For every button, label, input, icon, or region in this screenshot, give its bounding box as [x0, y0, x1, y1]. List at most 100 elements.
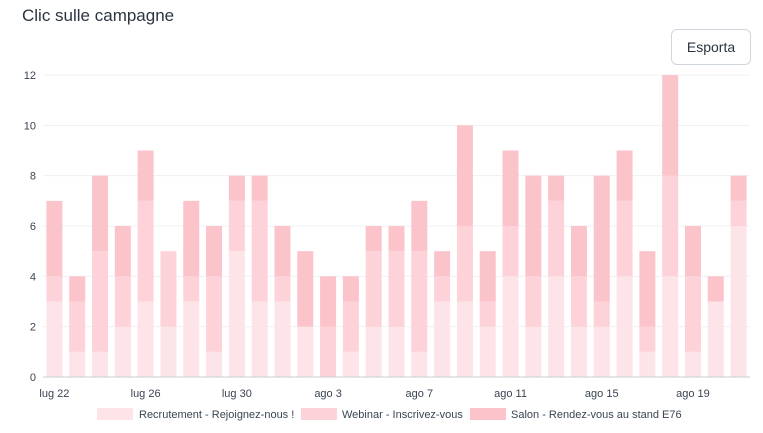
bar-segment-salon[interactable] [274, 226, 291, 277]
bar-segment-salon[interactable] [46, 200, 63, 277]
bar-segment-webinar[interactable] [616, 200, 633, 277]
bar-segment-webinar[interactable] [593, 301, 610, 327]
bar-segment-webinar[interactable] [46, 276, 63, 302]
bar-segment-recrutement[interactable] [342, 351, 359, 377]
bar-segment-webinar[interactable] [525, 276, 542, 327]
bar-segment-recrutement[interactable] [274, 301, 291, 378]
bar-segment-webinar[interactable] [684, 276, 701, 352]
bar-segment-salon[interactable] [479, 251, 496, 302]
y-tick-label: 6 [30, 221, 36, 233]
bar-segment-recrutement[interactable] [46, 301, 63, 378]
legend-label-webinar[interactable]: Webinar - Inscrivez-vous [342, 409, 463, 421]
bar-segment-salon[interactable] [434, 251, 451, 277]
bar-segment-salon[interactable] [456, 125, 473, 226]
bar-segment-webinar[interactable] [639, 326, 656, 352]
bar-segment-salon[interactable] [228, 175, 245, 201]
bar-segment-salon[interactable] [92, 175, 109, 252]
bar-segment-webinar[interactable] [114, 276, 131, 327]
bar-segment-recrutement[interactable] [525, 326, 542, 377]
bar-segment-recrutement[interactable] [662, 276, 679, 377]
bar-segment-recrutement[interactable] [206, 351, 223, 377]
bar-segment-salon[interactable] [662, 75, 679, 176]
bar-segment-salon[interactable] [707, 276, 724, 302]
y-tick-label: 2 [30, 322, 36, 334]
bar-segment-recrutement[interactable] [297, 326, 314, 377]
bar-segment-webinar[interactable] [92, 251, 109, 352]
bar-segment-recrutement[interactable] [684, 351, 701, 377]
bar-segment-recrutement[interactable] [92, 351, 109, 377]
bar-segment-recrutement[interactable] [548, 276, 565, 377]
bar-segment-salon[interactable] [388, 226, 405, 252]
bar-segment-salon[interactable] [206, 226, 223, 277]
export-button[interactable]: Esporta [671, 29, 751, 65]
bar-segment-salon[interactable] [69, 276, 86, 302]
bar-segment-webinar[interactable] [456, 226, 473, 302]
bar-segment-recrutement[interactable] [69, 351, 86, 377]
bar-segment-salon[interactable] [730, 175, 747, 201]
bar-segment-webinar[interactable] [251, 200, 268, 302]
bar-segment-recrutement[interactable] [137, 301, 154, 378]
bar-segment-webinar[interactable] [342, 301, 359, 352]
bar-segment-salon[interactable] [593, 175, 610, 302]
bar-segment-salon[interactable] [570, 226, 587, 277]
bar-segment-recrutement[interactable] [456, 301, 473, 378]
bar-segment-recrutement[interactable] [730, 226, 747, 377]
bar-segment-recrutement[interactable] [411, 351, 428, 377]
bar-segment-webinar[interactable] [502, 226, 519, 277]
bar-segment-salon[interactable] [684, 226, 701, 277]
bar-segment-webinar[interactable] [730, 200, 747, 226]
bar-segment-salon[interactable] [616, 150, 633, 201]
bars [46, 75, 747, 378]
bar-segment-salon[interactable] [525, 175, 542, 277]
bar-segment-webinar[interactable] [206, 276, 223, 352]
bar-segment-salon[interactable] [320, 276, 337, 327]
y-tick-label: 12 [24, 70, 36, 82]
bar-segment-salon[interactable] [502, 150, 519, 227]
bar-segment-salon[interactable] [639, 251, 656, 327]
bar-segment-recrutement[interactable] [707, 301, 724, 378]
bar-segment-recrutement[interactable] [365, 326, 382, 377]
bar-segment-webinar[interactable] [662, 175, 679, 277]
bar-segment-recrutement[interactable] [160, 326, 177, 377]
bar-segment-webinar[interactable] [160, 251, 177, 327]
bar-segment-webinar[interactable] [228, 200, 245, 252]
bar-segment-recrutement[interactable] [479, 326, 496, 377]
bar-segment-webinar[interactable] [570, 276, 587, 327]
bar-segment-recrutement[interactable] [502, 276, 519, 377]
bar-segment-recrutement[interactable] [251, 301, 268, 378]
bar-segment-webinar[interactable] [183, 276, 200, 302]
bar-segment-salon[interactable] [342, 276, 359, 302]
bar-segment-webinar[interactable] [434, 276, 451, 302]
bar-segment-webinar[interactable] [388, 251, 405, 327]
bar-segment-webinar[interactable] [411, 251, 428, 352]
bar-segment-recrutement[interactable] [434, 301, 451, 378]
bar-segment-recrutement[interactable] [228, 251, 245, 377]
bar-segment-webinar[interactable] [137, 200, 154, 302]
bar-segment-salon[interactable] [365, 226, 382, 252]
bar-segment-salon[interactable] [183, 200, 200, 277]
legend-label-recrutement[interactable]: Recrutement - Rejoignez-nous ! [139, 409, 294, 421]
bar-segment-salon[interactable] [297, 251, 314, 327]
bar-segment-webinar[interactable] [320, 326, 337, 377]
bar-segment-recrutement[interactable] [639, 351, 656, 377]
bar-segment-salon[interactable] [137, 150, 154, 201]
bar-segment-salon[interactable] [114, 226, 131, 277]
bar-segment-webinar[interactable] [274, 276, 291, 302]
bar-segment-recrutement[interactable] [183, 301, 200, 378]
bar-segment-salon[interactable] [251, 175, 268, 201]
legend-swatch-webinar[interactable] [301, 408, 337, 420]
bar-segment-webinar[interactable] [479, 301, 496, 327]
bar-segment-webinar[interactable] [365, 251, 382, 327]
bar-segment-recrutement[interactable] [570, 326, 587, 377]
bar-segment-recrutement[interactable] [616, 276, 633, 377]
bar-segment-recrutement[interactable] [593, 326, 610, 377]
legend-label-salon[interactable]: Salon - Rendez-vous au stand E76 [511, 409, 682, 421]
bar-segment-webinar[interactable] [69, 301, 86, 352]
bar-segment-recrutement[interactable] [114, 326, 131, 377]
bar-segment-recrutement[interactable] [388, 326, 405, 377]
legend-swatch-salon[interactable] [470, 408, 506, 420]
bar-segment-salon[interactable] [411, 200, 428, 252]
legend-swatch-recrutement[interactable] [97, 408, 133, 420]
bar-segment-salon[interactable] [548, 175, 565, 201]
bar-segment-webinar[interactable] [548, 200, 565, 277]
